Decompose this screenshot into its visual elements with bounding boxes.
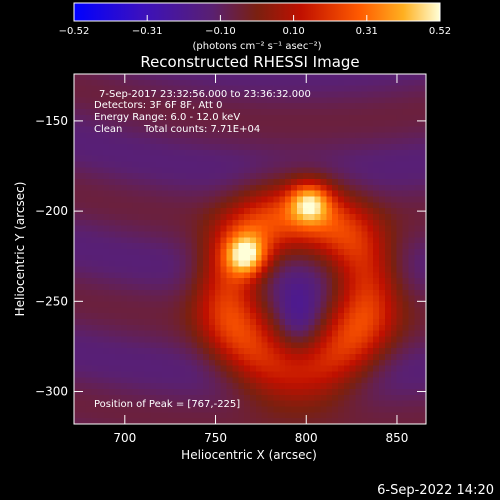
colorbar-tick-label: −0.52 [59, 26, 90, 37]
colorbar [73, 2, 441, 22]
colorbar-tick-label: 0.31 [356, 26, 378, 37]
annotation-time-range: 7-Sep-2017 23:32:56.000 to 23:36:32.000 [99, 89, 311, 100]
x-tick-label: 700 [113, 431, 136, 445]
annotation-algorithm: Clean [94, 124, 122, 135]
annotation-detectors: Detectors: 3F 6F 8F, Att 0 [94, 100, 222, 111]
x-tick-label: 750 [204, 431, 227, 445]
annotation-total-counts: Total counts: 7.71E+04 [143, 124, 260, 135]
y-axis-label: Heliocentric Y (arcsec) [13, 182, 27, 317]
heatmap-image [74, 74, 426, 424]
x-tick-label: 850 [386, 431, 409, 445]
colorbar-tick-label: −0.10 [205, 26, 236, 37]
axis-ticks: 700 750 800 850 −150 −200 −250 −300 [35, 74, 426, 445]
annotation-energy-range: Energy Range: 6.0 - 12.0 keV [94, 112, 240, 123]
plot-frame [73, 73, 427, 425]
footer-timestamp: 6-Sep-2022 14:20 [377, 483, 494, 498]
y-tick-label: −300 [35, 385, 68, 399]
y-tick-label: −250 [35, 294, 68, 308]
colorbar-tick-label: 0.52 [429, 26, 451, 37]
colorbar-ticks: −0.52 −0.31 −0.10 0.10 0.31 0.52 [59, 15, 451, 37]
chart-title: Reconstructed RHESSI Image [140, 53, 359, 71]
y-tick-label: −200 [35, 204, 68, 218]
colorbar-tick-label: −0.31 [132, 26, 163, 37]
x-axis-label: Heliocentric X (arcsec) [181, 448, 317, 462]
peak-position-label: Position of Peak = [767,-225] [94, 399, 240, 410]
colorbar-tick-label: 0.10 [282, 26, 304, 37]
colorbar-units: (photons cm⁻² s⁻¹ asec⁻²) [192, 41, 321, 52]
x-tick-label: 800 [295, 431, 318, 445]
y-tick-label: −150 [35, 114, 68, 128]
